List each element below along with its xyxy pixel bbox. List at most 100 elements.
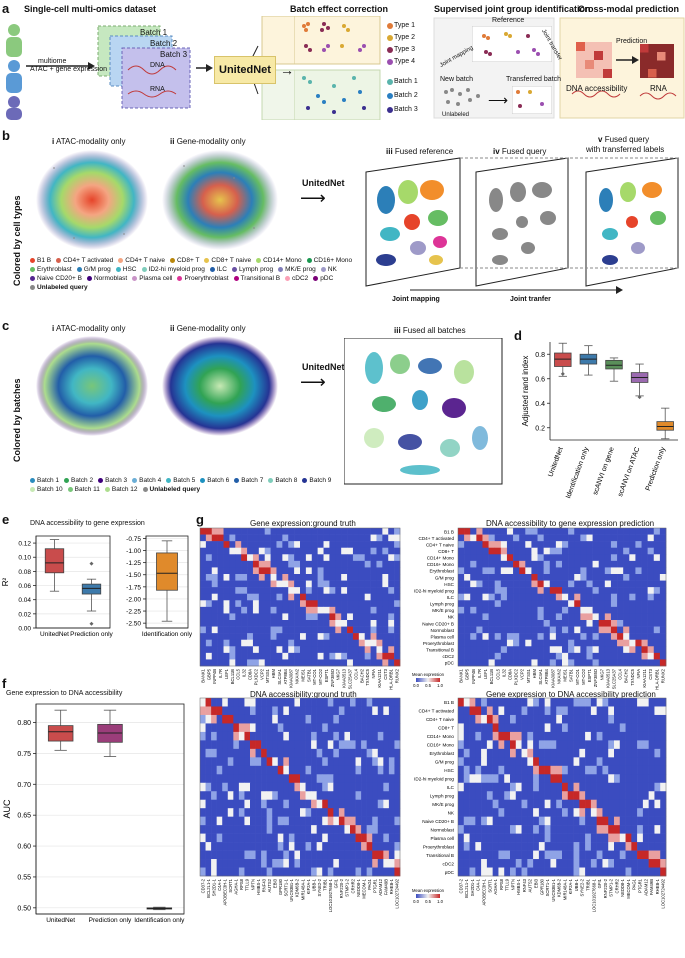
heatmap-cell	[653, 652, 661, 660]
heatmap-cell	[659, 626, 667, 634]
heatmap-cell	[562, 620, 569, 627]
c-legend-swatch	[67, 486, 73, 492]
heatmap-cell	[311, 850, 317, 860]
heatmap-cell	[596, 867, 603, 877]
heatmap-cell	[316, 731, 323, 741]
heatmap-cell	[377, 765, 384, 775]
heatmap-cell	[205, 765, 212, 775]
heatmap-cell	[233, 723, 240, 733]
heatmap-cell	[573, 706, 580, 716]
heatmap-cell	[574, 613, 581, 621]
heatmap-cell	[264, 606, 271, 614]
heatmap-cell	[614, 825, 621, 834]
heatmap-cell	[333, 850, 340, 860]
heatmap-cell	[323, 626, 330, 634]
c-legend-swatch	[64, 477, 70, 483]
heatmap-cell	[592, 574, 600, 581]
heatmap-cell	[317, 620, 324, 627]
heatmap-cell	[388, 731, 395, 741]
heatmap-cell	[602, 867, 609, 877]
heatmap-cell	[338, 698, 345, 707]
heatmap-cell	[270, 593, 277, 601]
heatmap-cell	[525, 567, 532, 575]
row-label-top: Plasma cell	[431, 634, 455, 639]
heatmap-cell	[659, 528, 667, 535]
heatmap-cell	[255, 774, 262, 784]
heatmap-cell	[469, 825, 476, 834]
hm3-col-label: UBB-1	[311, 878, 316, 891]
heatmap-cell	[205, 782, 212, 792]
heatmap-cell	[608, 825, 615, 834]
heatmap-cell	[352, 541, 360, 549]
heatmap-cell	[574, 547, 581, 555]
heatmap-cell	[294, 600, 301, 608]
heatmap-cell	[567, 859, 574, 868]
heatmap-cell	[235, 580, 242, 588]
heatmap-cell	[211, 774, 217, 784]
heatmap-cell	[222, 842, 229, 851]
heatmap-cell	[476, 633, 483, 641]
heatmap-cell	[311, 626, 318, 634]
heatmap-cell	[527, 740, 534, 750]
heatmap-cell	[311, 867, 317, 877]
heatmap-cell	[614, 706, 621, 716]
heatmap-cell	[617, 606, 624, 614]
heatmap-cell	[372, 748, 379, 758]
b-v-title2: with transferred labels	[586, 145, 665, 154]
heatmap-cell	[270, 652, 277, 660]
batch-2-label: Batch 2	[150, 39, 178, 48]
heatmap-cell	[604, 567, 612, 575]
heatmap-cell	[355, 782, 362, 792]
heatmap-cell	[464, 633, 471, 641]
heatmap-cell	[625, 757, 632, 767]
heatmap-cell	[276, 633, 283, 641]
heatmap-cell	[264, 600, 271, 608]
c-legend-swatch	[132, 477, 138, 483]
heatmap-cell	[590, 867, 597, 877]
colorbar-label: Mean expression	[412, 672, 445, 677]
heatmap-cell	[372, 833, 379, 843]
heatmap-cell	[647, 587, 655, 595]
heatmap-cell	[562, 560, 569, 568]
heatmap-cell	[519, 593, 526, 601]
heatmap-cell	[544, 782, 551, 792]
heatmap-cell	[637, 808, 644, 817]
heatmap-cell	[261, 799, 267, 809]
heatmap-cell	[255, 714, 262, 724]
heatmap-cell	[602, 706, 609, 716]
heatmap-cell	[544, 833, 551, 843]
b-legend-item: ID2-hi myeloid prog	[141, 265, 205, 274]
heatmap-cell	[537, 574, 544, 581]
heatmap-cell	[252, 626, 260, 634]
heatmap-cell	[596, 757, 603, 767]
box-1	[97, 709, 123, 757]
heatmap-cell	[619, 825, 626, 834]
heatmap-cell	[364, 652, 371, 660]
hm4-title: Gene expression to DNA accessibility pre…	[486, 690, 656, 699]
heatmap-cell	[358, 639, 366, 647]
heatmap-cell	[585, 825, 592, 834]
heatmap-cell	[543, 646, 551, 654]
heatmap-cell	[361, 765, 367, 775]
heatmap-cell	[229, 613, 236, 621]
heatmap-cell	[344, 842, 351, 851]
heatmap-cell	[458, 613, 465, 621]
row-label-top: Transitional B	[426, 648, 454, 653]
heatmap-cell	[519, 646, 526, 654]
heatmap-cell	[555, 626, 563, 634]
heatmap-cell	[252, 534, 260, 542]
heatmap-cell	[288, 554, 295, 562]
heatmap-cell	[598, 580, 606, 588]
fused-reference-clusters	[376, 180, 448, 266]
heatmap-cell	[544, 731, 551, 741]
heatmap-cell	[556, 740, 563, 750]
heatmap-cell	[247, 580, 254, 588]
heatmap-cell	[637, 774, 644, 784]
heatmap-cell	[527, 698, 534, 707]
heatmap-cell	[322, 723, 329, 733]
heatmap-cell	[604, 613, 612, 621]
heatmap-cell	[494, 560, 502, 568]
heatmap-cell	[361, 731, 367, 741]
heatmap-cell	[305, 567, 313, 575]
heatmap-cell	[458, 554, 465, 562]
